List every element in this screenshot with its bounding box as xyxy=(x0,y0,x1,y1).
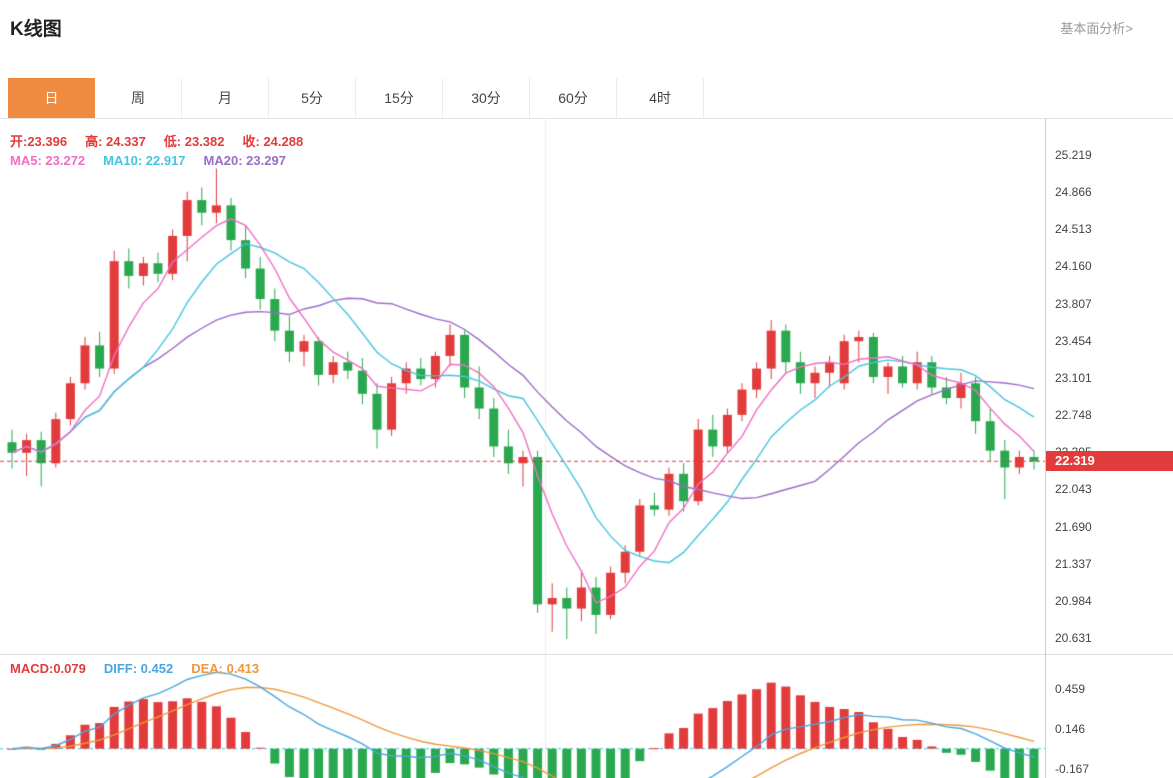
interval-tab-月[interactable]: 月 xyxy=(182,78,269,118)
interval-tab-15分[interactable]: 15分 xyxy=(356,78,443,118)
interval-tab-周[interactable]: 周 xyxy=(95,78,182,118)
page-title: K线图 xyxy=(10,19,62,40)
axis-tick-label: 21.337 xyxy=(1055,556,1092,571)
ma-value: MA20: 23.297 xyxy=(203,153,286,168)
ohlc-value: 收: 24.288 xyxy=(242,134,304,149)
candlestick-canvas[interactable] xyxy=(0,119,1045,654)
ohlc-value: 开:23.396 xyxy=(10,134,68,149)
panel-divider xyxy=(0,654,1173,655)
axis-tick-label: 20.631 xyxy=(1055,631,1092,645)
chart-area: 开:23.396 高: 24.337 低: 23.382 收: 24.288 MA5:… xyxy=(0,119,1173,778)
fundamental-analysis-link[interactable]: 基本面分析> xyxy=(1060,21,1133,36)
axis-tick-label: 20.984 xyxy=(1055,593,1092,608)
interval-tab-30分[interactable]: 30分 xyxy=(443,78,530,118)
macd-value: DEA: 0.413 xyxy=(191,661,260,676)
axis-tick-label: -0.167 xyxy=(1055,762,1090,777)
axis-tick-label: 24.513 xyxy=(1055,222,1092,237)
macd-canvas[interactable] xyxy=(0,655,1045,778)
macd-value: MACD:0.079 xyxy=(10,661,86,676)
interval-tab-4时[interactable]: 4时 xyxy=(617,78,704,118)
macd-value: DIFF: 0.452 xyxy=(103,661,174,676)
axis-tick-label: 24.866 xyxy=(1055,185,1092,200)
axis-tick-label: 24.160 xyxy=(1055,259,1092,274)
axis-tick-label: 23.101 xyxy=(1055,370,1092,385)
ma-value: MA10: 22.917 xyxy=(103,153,186,168)
price-axis: 25.219 24.866 24.513 24.160 23.807 23.454 23.1… xyxy=(1045,119,1173,778)
axis-tick-label: 22.748 xyxy=(1055,408,1092,423)
ohlc-value: 低: 23.382 xyxy=(163,134,225,149)
macd-readout: MACD:0.079 DIFF: 0.452 DEA: 0.413 xyxy=(10,661,277,676)
axis-tick-label: 22.043 xyxy=(1055,482,1092,497)
axis-tick-label: 23.807 xyxy=(1055,296,1092,311)
axis-tick-label: 23.454 xyxy=(1055,333,1092,348)
interval-tab-日[interactable]: 日 xyxy=(8,78,95,118)
interval-tab-60分[interactable]: 60分 xyxy=(530,78,617,118)
axis-tick-label: 0.459 xyxy=(1055,682,1086,697)
ohlc-value: 高: 24.337 xyxy=(85,134,146,149)
interval-tab-5分[interactable]: 5分 xyxy=(269,78,356,118)
current-price-tag: 22.319 xyxy=(1046,451,1173,471)
interval-tabs: 日周月 5分 15分 30分 60分 4时 xyxy=(0,78,1173,119)
page-header: K线图 基本面分析> xyxy=(0,0,1173,78)
ohlc-readout: 开:23.396 高: 24.337 低: 23.382 收: 24.288 xyxy=(10,131,321,150)
axis-tick-label: 0.146 xyxy=(1055,722,1086,737)
axis-tick-label: 21.690 xyxy=(1055,519,1092,534)
ma-readout: MA5: 23.272 MA10: 22.917 MA20: 23.297 xyxy=(10,153,304,168)
axis-tick-label: 25.219 xyxy=(1055,148,1092,162)
ma-value: MA5: 23.272 xyxy=(10,153,86,168)
